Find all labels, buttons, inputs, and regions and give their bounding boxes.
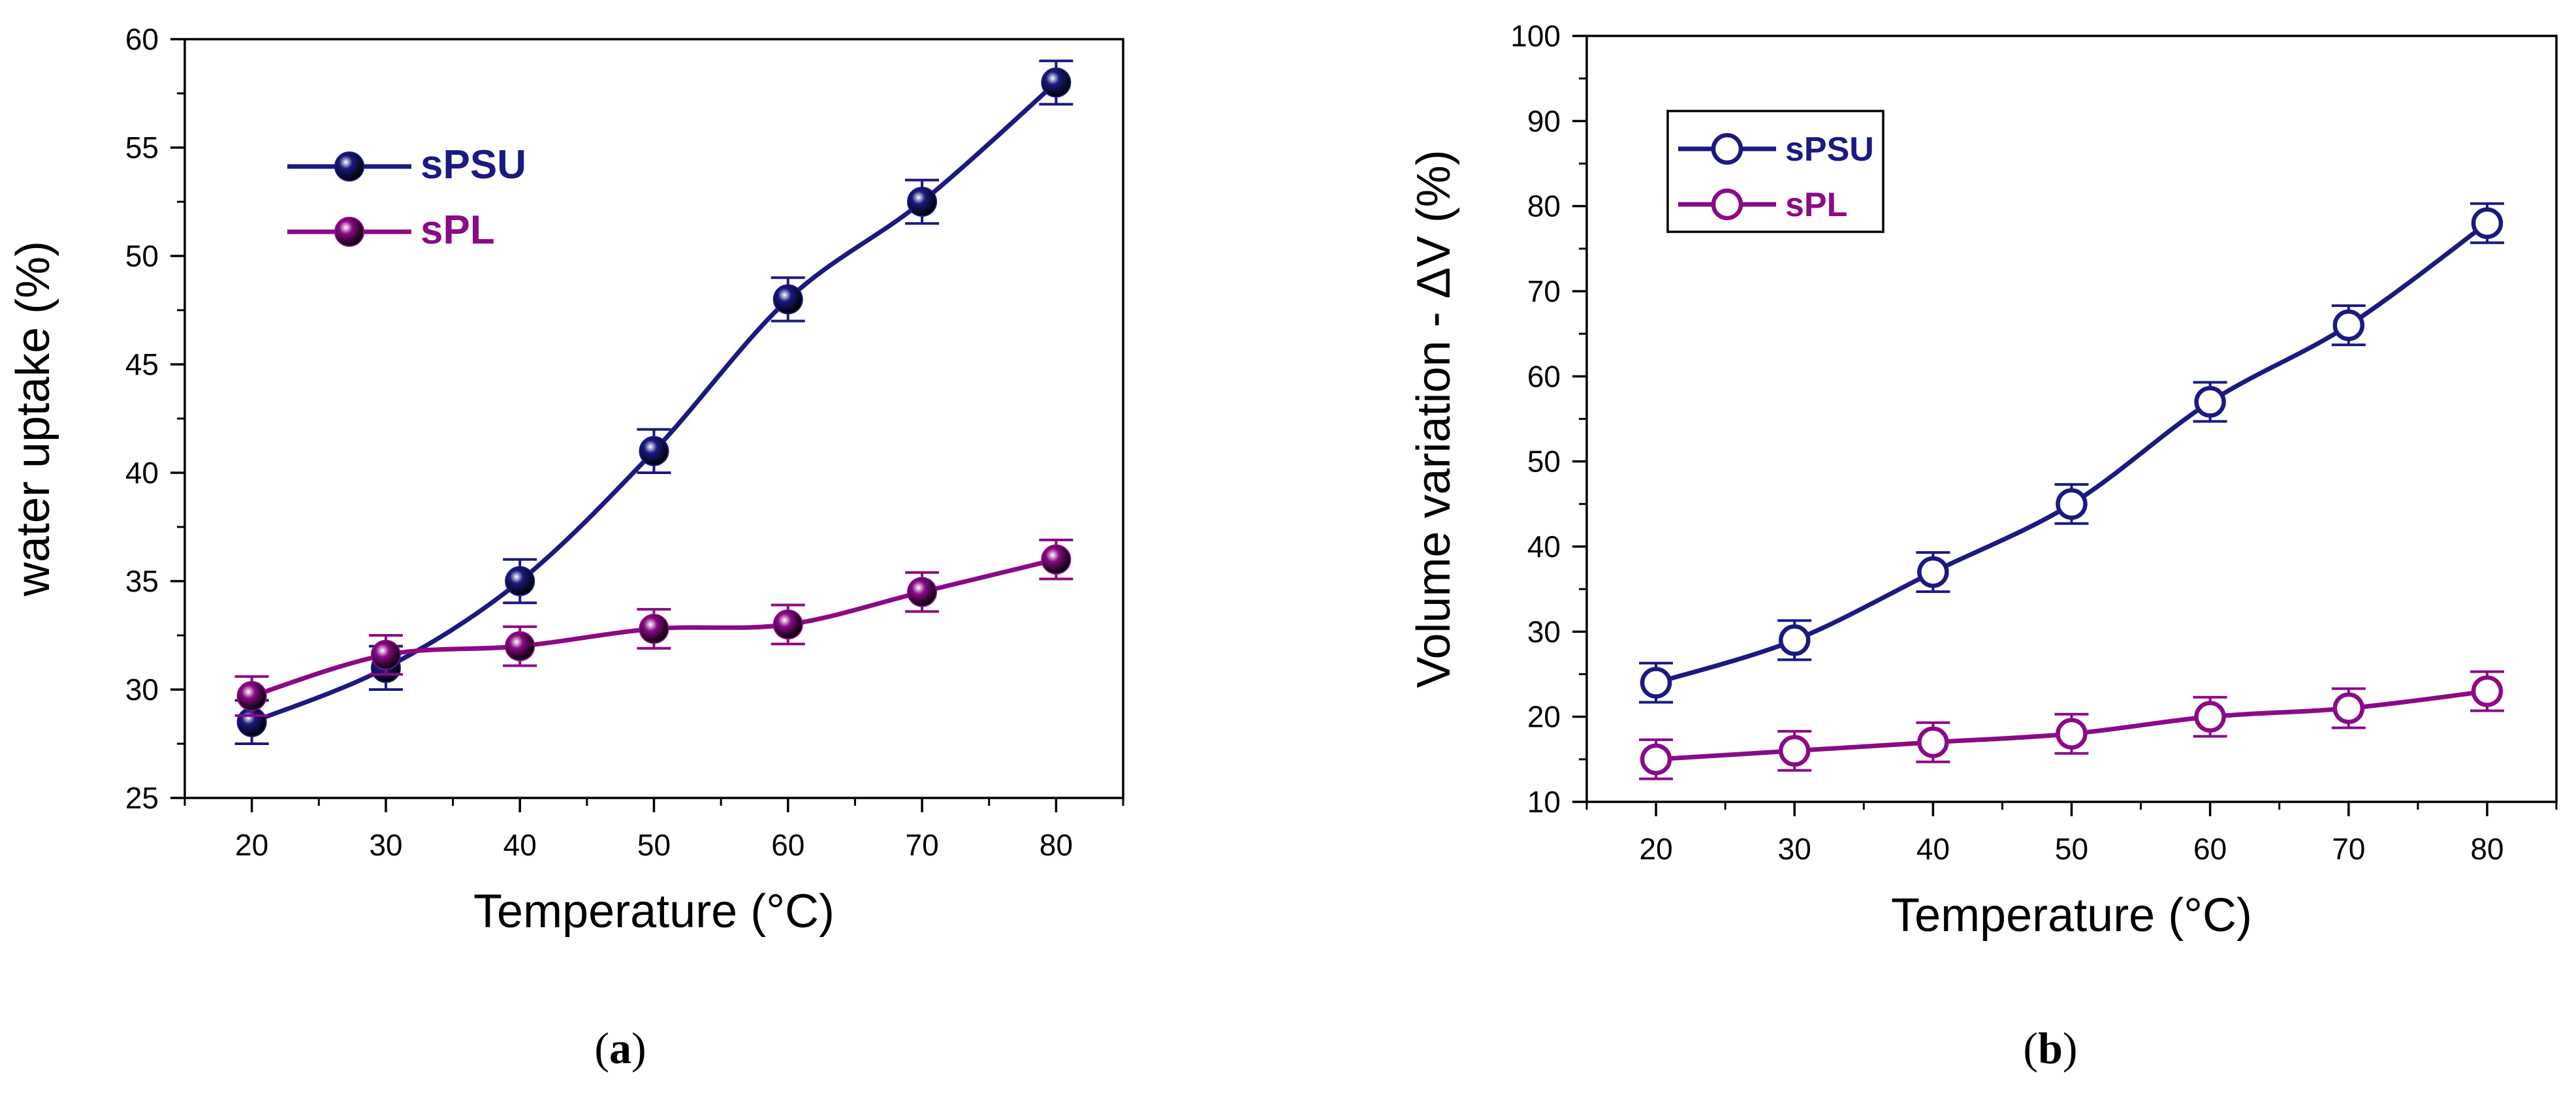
- y-tick-label: 70: [1527, 274, 1561, 308]
- legend-label: sPL: [421, 208, 495, 253]
- y-tick-label: 40: [125, 456, 159, 490]
- y-tick-label: 55: [125, 131, 159, 165]
- data-point: [2332, 309, 2365, 342]
- data-point: [2194, 701, 2226, 733]
- data-point: [1640, 743, 1672, 776]
- y-tick-label: 25: [125, 781, 159, 815]
- y-tick-label: 35: [125, 564, 159, 598]
- data-point: [1917, 556, 1949, 588]
- x-tick-label: 80: [1040, 828, 1073, 862]
- chart-panel-b: 20 30 40 50 60 70 80 10 20 30 40 50 60 70 80 90 100 Tempe…: [1408, 19, 2558, 942]
- y-tick-label: 100: [1510, 19, 1561, 53]
- chart-panel-a: 20 30 40 50 60 70 80 25 30 35 40 45 50 55 60 Temperatur…: [7, 22, 1124, 938]
- plot-frame: [183, 38, 1124, 799]
- y-tick-label: 30: [125, 673, 159, 707]
- series-sPL: [234, 538, 1073, 717]
- caption-b: (b): [2023, 1023, 2078, 1073]
- caption-a-letter: a: [609, 1023, 631, 1073]
- x-tick-label: 80: [2470, 832, 2504, 866]
- y-tick-label: 50: [125, 239, 159, 273]
- data-point: [2194, 386, 2226, 418]
- x-tick-label: 30: [1778, 832, 1811, 866]
- y-tick-label: 40: [1527, 530, 1561, 564]
- y-tick-label: 30: [1527, 614, 1561, 648]
- series-line: [1655, 221, 2489, 685]
- y-tick-label: 10: [1527, 785, 1561, 819]
- legend-label: sPSU: [421, 142, 526, 187]
- x-tick-label: 50: [637, 828, 671, 862]
- data-point: [505, 566, 535, 596]
- x-tick-label: 70: [2332, 832, 2365, 866]
- legend-label: sPL: [1785, 186, 1847, 224]
- x-tick-label: 50: [2055, 832, 2088, 866]
- legend-label: sPSU: [1785, 131, 1874, 168]
- y-tick-label: 45: [125, 347, 159, 381]
- data-point: [1778, 735, 1811, 767]
- y-tick-label: 50: [1527, 445, 1561, 479]
- data-point: [2056, 718, 2088, 750]
- y-tick-label: 60: [125, 22, 159, 56]
- x-tick-label: 20: [235, 828, 268, 862]
- y-axis-label: water uptake (%): [7, 241, 59, 597]
- legend: sPSU sPL: [287, 142, 526, 253]
- y-tick-label: 60: [1527, 359, 1561, 393]
- legend-marker: [334, 217, 364, 247]
- legend-marker: [1711, 188, 1743, 221]
- data-point: [1778, 624, 1811, 656]
- data-point: [907, 187, 938, 217]
- data-point: [505, 631, 535, 661]
- series-sPSU: [1639, 202, 2504, 704]
- data-point: [772, 609, 803, 640]
- x-tick-label: 40: [1916, 832, 1950, 866]
- caption-b-letter: b: [2038, 1023, 2063, 1073]
- data-point: [2471, 675, 2504, 707]
- data-point: [1041, 544, 1072, 575]
- legend-box: [1666, 110, 1884, 233]
- data-point: [2056, 488, 2088, 520]
- data-point: [772, 284, 803, 315]
- data-point: [1041, 67, 1072, 98]
- x-tick-label: 70: [905, 828, 938, 862]
- series-sPL: [1639, 670, 2504, 780]
- data-point: [2332, 692, 2365, 724]
- data-point: [236, 680, 267, 711]
- x-tick-label: 60: [771, 828, 804, 862]
- y-tick-label: 90: [1527, 104, 1561, 138]
- y-tick-label: 20: [1527, 700, 1561, 734]
- x-axis-label: Temperature (°C): [473, 885, 835, 938]
- legend-marker: [1711, 133, 1743, 165]
- data-point: [907, 577, 938, 607]
- legend-marker: [334, 151, 364, 182]
- data-point: [639, 436, 669, 466]
- y-axis-label: Volume variation - ΔV (%): [1408, 150, 1460, 688]
- x-tick-label: 20: [1639, 832, 1672, 866]
- x-tick-label: 30: [369, 828, 402, 862]
- data-point: [2471, 207, 2504, 239]
- x-tick-label: 40: [503, 828, 537, 862]
- x-axis-label: Temperature (°C): [1891, 889, 2252, 942]
- x-tick-label: 60: [2193, 832, 2227, 866]
- data-point: [1917, 726, 1949, 759]
- legend: sPSU sPL: [1666, 110, 1884, 233]
- caption-a: (a): [594, 1023, 646, 1073]
- data-point: [370, 639, 401, 670]
- y-tick-label: 80: [1527, 189, 1561, 223]
- data-point: [639, 614, 669, 644]
- data-point: [1640, 667, 1672, 699]
